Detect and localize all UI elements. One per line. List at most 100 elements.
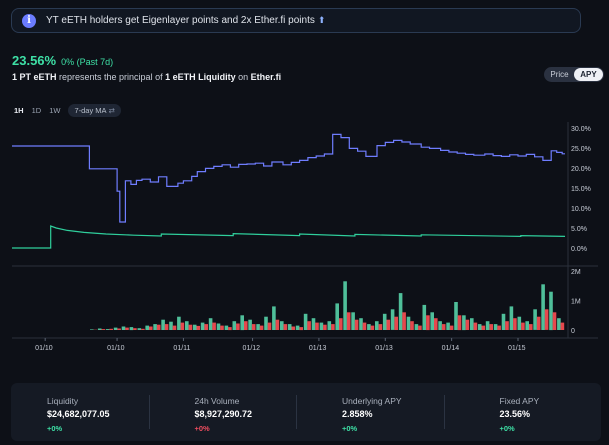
volume-bar-buy	[485, 321, 490, 330]
range-1w[interactable]: 1W	[49, 106, 61, 115]
volume-bar-sell	[164, 324, 169, 330]
volume-bar-buy	[549, 291, 553, 331]
volume-bar-buy	[327, 321, 332, 330]
volume-bar-buy	[224, 325, 229, 330]
volume-bar-sell	[505, 321, 509, 330]
volume-bar-buy	[382, 313, 387, 330]
volume-bar-sell	[331, 324, 335, 330]
volume-bar-sell	[513, 318, 517, 330]
volume-bar-sell	[220, 325, 224, 330]
volume-tick-label: 1M	[571, 299, 581, 306]
range-1d[interactable]: 1D	[31, 106, 42, 115]
y-tick-label: 25.0%	[571, 146, 591, 153]
volume-bar-buy	[295, 325, 300, 330]
volume-bar-buy	[161, 319, 165, 330]
volume-bar-sell	[228, 327, 232, 331]
volume-bar-sell	[267, 322, 272, 330]
volume-bar-sell	[172, 325, 177, 330]
volume-bar-sell	[101, 329, 106, 330]
volume-bar-buy	[97, 328, 102, 330]
volume-bar-sell	[394, 316, 398, 330]
volume-bar-buy	[319, 322, 324, 330]
volume-bar-sell	[125, 327, 129, 330]
volume-bar-buy	[177, 316, 181, 330]
volume-bar-buy	[541, 284, 545, 330]
volume-bar-buy	[446, 322, 450, 330]
implied-apy-line	[12, 133, 565, 223]
volume-bar-buy	[430, 312, 434, 330]
volume-bar-sell	[156, 324, 161, 330]
volume-bar-buy	[185, 321, 189, 330]
volume-bar-buy	[256, 324, 260, 330]
volume-bar-buy	[153, 324, 157, 330]
toggle-apy[interactable]: APY	[574, 68, 603, 81]
moving-average-toggle[interactable]: 7-day MA ⇄	[68, 104, 121, 117]
volume-bar-sell	[426, 315, 430, 331]
apy-change: 0% (Past 7d)	[61, 57, 114, 67]
volume-bar-sell	[441, 324, 446, 330]
stat-change: +0%	[47, 424, 63, 433]
toggle-price[interactable]: Price	[550, 70, 569, 79]
y-tick-label: 15.0%	[571, 186, 591, 193]
volume-bar-buy	[367, 324, 371, 330]
time-range-selector: 1H 1D 1W 7-day MA ⇄	[14, 104, 121, 117]
volume-bar-buy	[406, 316, 411, 330]
volume-bar-buy	[240, 315, 244, 331]
volume-bar-buy	[335, 303, 339, 330]
volume-bar-sell	[354, 319, 359, 330]
volume-bar-sell	[141, 328, 145, 330]
volume-bar-sell	[346, 312, 351, 330]
volume-bar-buy	[264, 316, 268, 330]
desc-asset: 1 eETH Liquidity	[165, 72, 236, 82]
announcement-banner: i YT eETH holders get Eigenlayer points …	[11, 8, 581, 33]
volume-bar-buy	[375, 321, 379, 330]
volume-bar-sell	[291, 326, 296, 330]
volume-bar-sell	[212, 322, 216, 330]
stat-value: 2.858%	[342, 409, 373, 419]
volume-bar-buy	[200, 322, 205, 330]
volume-bar-buy	[359, 318, 363, 330]
volume-bar-buy	[145, 325, 149, 330]
desc-mid: represents the principal of	[56, 72, 166, 82]
volume-bar-sell	[497, 325, 501, 330]
volume-bar-sell	[552, 312, 557, 330]
stat-value: 23.56%	[499, 409, 531, 419]
x-tick-label: 01/10	[107, 345, 125, 352]
volume-bar-buy	[192, 324, 197, 330]
x-tick-label: 01/15	[508, 345, 526, 352]
volume-bar-sell	[315, 322, 319, 330]
range-1h[interactable]: 1H	[14, 106, 24, 115]
volume-bar-sell	[180, 322, 185, 330]
volume-bar-buy	[493, 324, 498, 330]
volume-bar-buy	[454, 302, 458, 330]
volume-bar-sell	[339, 318, 343, 330]
underlying-apy-line	[12, 225, 566, 249]
volume-bar-buy	[351, 312, 355, 330]
sparkle-icon: ⬆	[317, 15, 326, 25]
volume-bar-sell	[196, 325, 201, 330]
stat-value: $24,682,077.05	[47, 409, 110, 419]
volume-bar-buy	[303, 313, 308, 330]
volume-bar-sell	[489, 324, 493, 330]
apy-summary: 23.56% 0% (Past 7d)	[12, 53, 113, 68]
stat-liquidity: Liquidity $24,682,077.05 +0%	[11, 383, 149, 441]
volume-bar-buy	[137, 328, 142, 330]
apy-chart[interactable]: 30.0% 25.0% 20.0% 15.0% 10.0% 5.0% 0.0% 2M 1M 0 01…	[0, 118, 609, 358]
volume-bar-sell	[188, 324, 193, 330]
volume-bar-sell	[259, 325, 264, 330]
principal-description: 1 PT eETH represents the principal of 1 …	[12, 72, 281, 82]
volume-bar-buy	[477, 324, 482, 330]
volume-bar-buy	[113, 327, 118, 330]
stat-label: Fixed APY	[499, 396, 540, 406]
price-apy-toggle: Price APY	[544, 67, 604, 82]
volume-bar-buy	[343, 281, 347, 330]
volume-bar-buy	[470, 318, 474, 330]
volume-bar-sell	[251, 324, 256, 330]
info-icon: i	[22, 13, 36, 28]
volume-bar-buy	[525, 321, 529, 330]
volume-bar-buy	[121, 326, 126, 330]
volume-bar-buy	[208, 318, 213, 330]
volume-bar-sell	[283, 324, 288, 330]
volume-bar-sell	[560, 322, 565, 330]
volume-bar-buy	[129, 327, 134, 331]
